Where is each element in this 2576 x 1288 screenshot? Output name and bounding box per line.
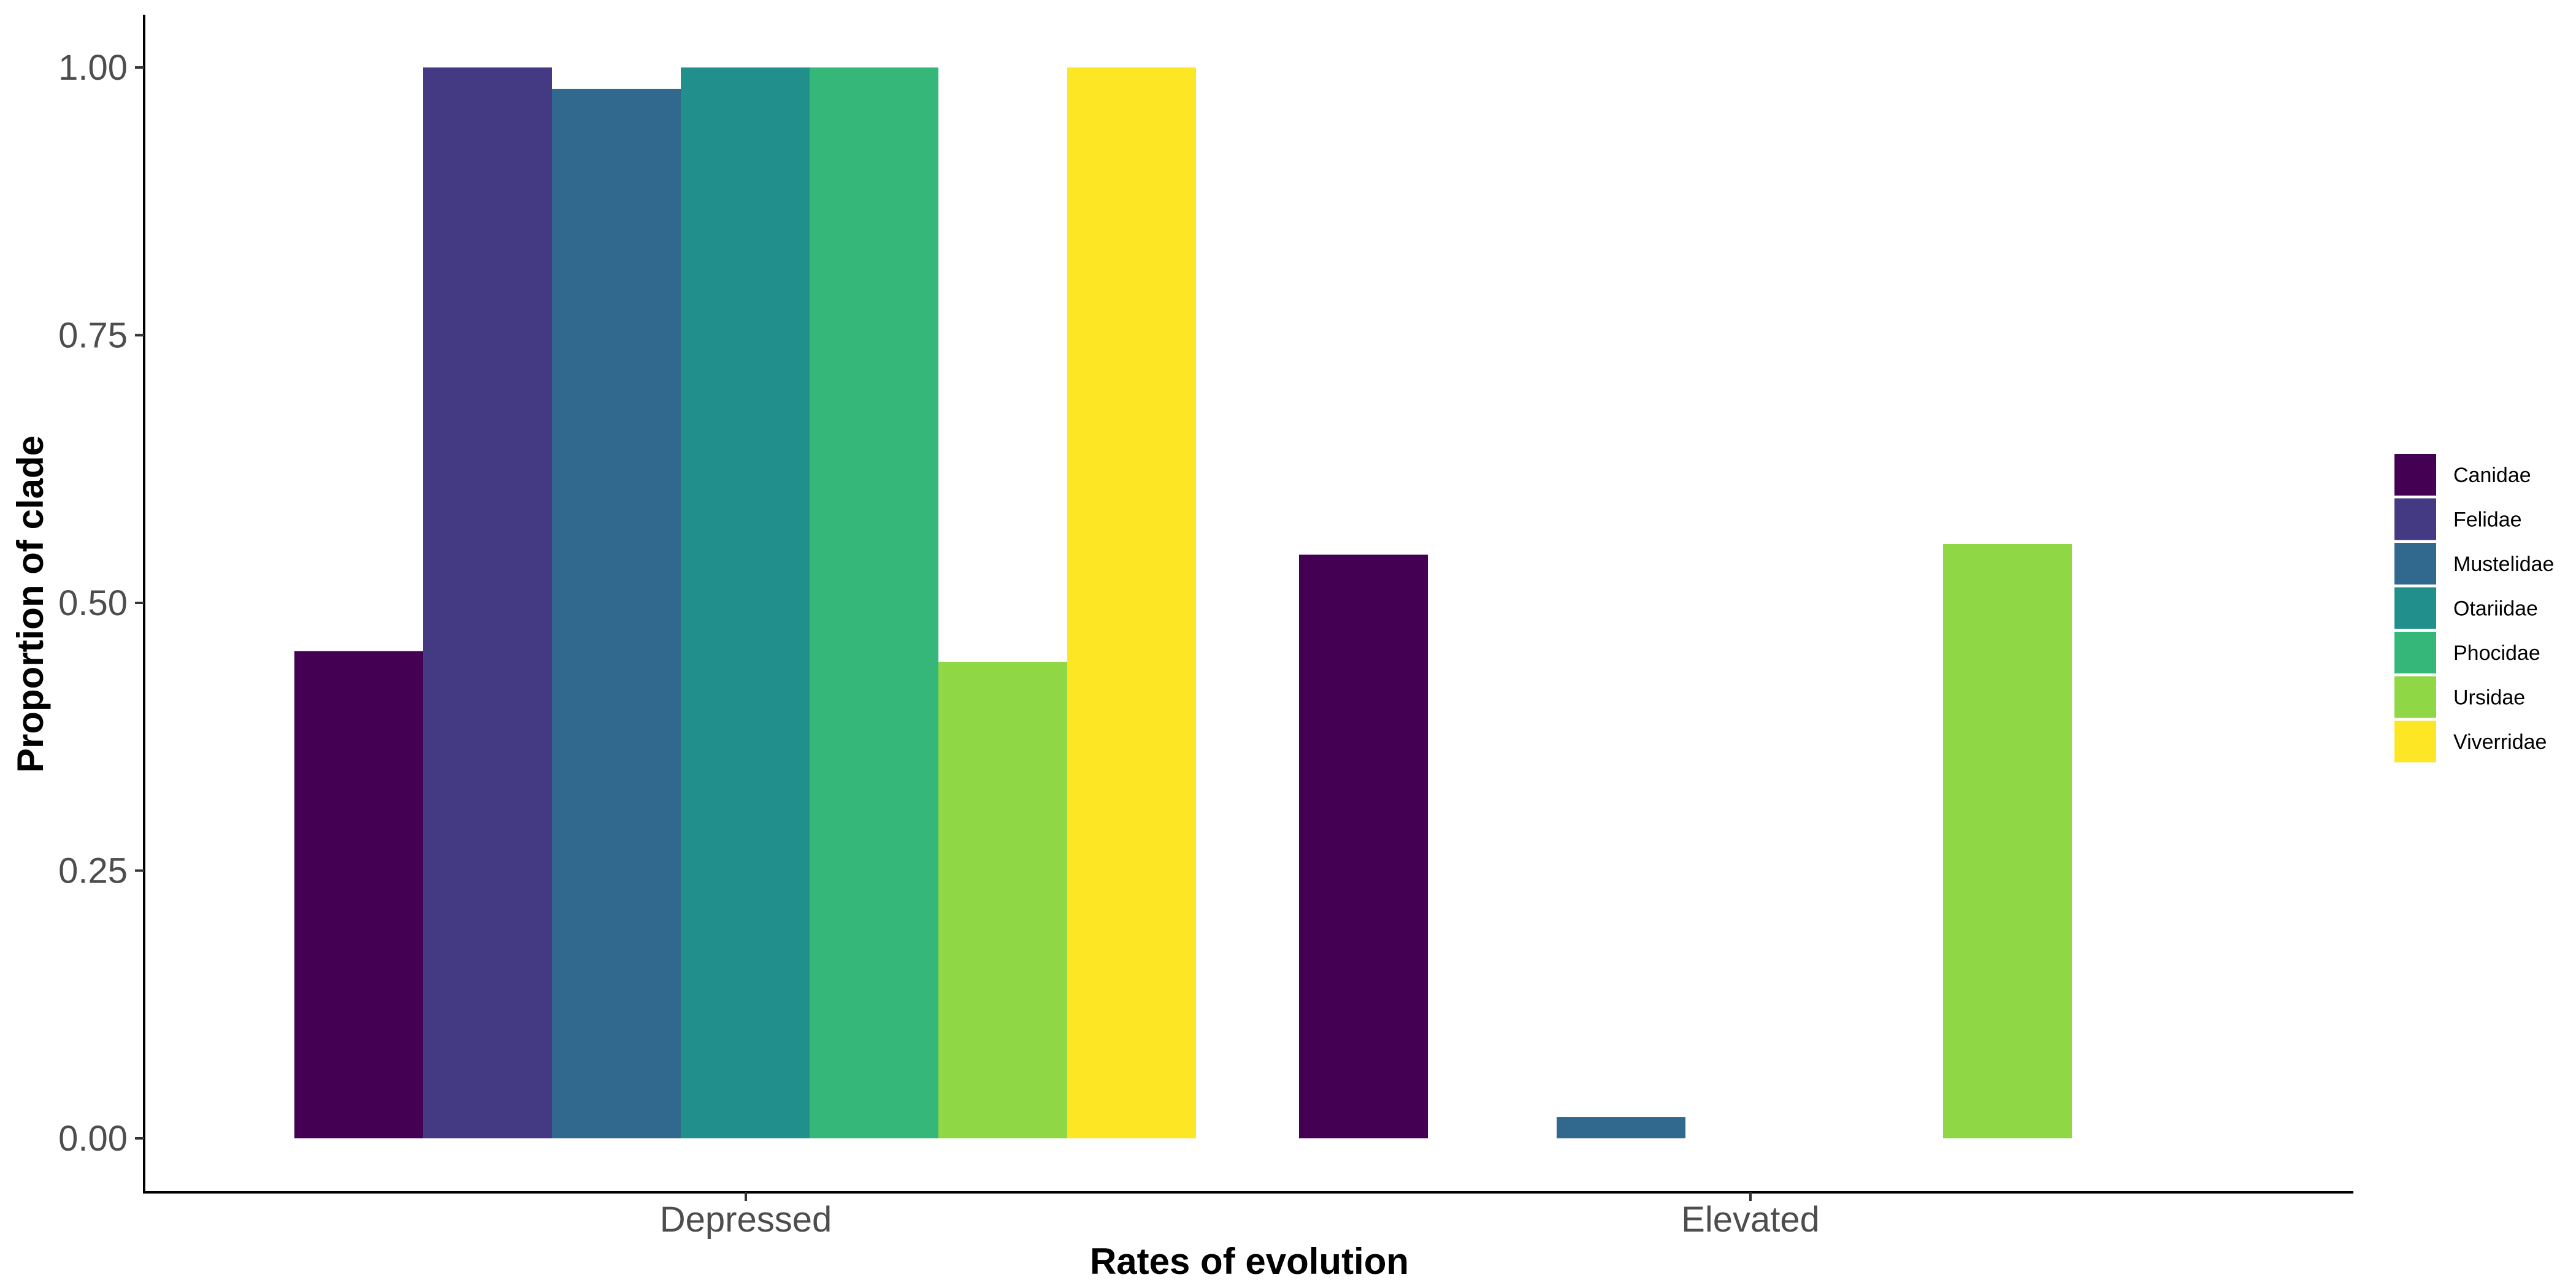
- legend-label-ursidae: Ursidae: [2453, 686, 2525, 710]
- bar-ursidae-elevated: [1943, 543, 2072, 1138]
- legend-key-viverridae: [2394, 721, 2436, 762]
- bar-mustelidae-elevated: [1557, 1117, 1685, 1138]
- legend: Canidae Felidae Mustelidae Otariidae Phocida…: [2394, 454, 2554, 762]
- bar-mustelidae-depressed: [552, 88, 681, 1138]
- bar-phocidae-depressed: [810, 67, 938, 1138]
- x-ticks: Depressed Elevated: [660, 1192, 1820, 1240]
- bar-otariidae-depressed: [681, 67, 810, 1138]
- y-tick-label: 0.50: [58, 583, 128, 623]
- legend-key-ursidae: [2394, 676, 2436, 718]
- bar-ursidae-depressed: [938, 662, 1067, 1138]
- bar-canidae-depressed: [294, 651, 423, 1138]
- legend-label-canidae: Canidae: [2453, 464, 2531, 487]
- y-tick-label: 0.00: [58, 1119, 128, 1159]
- y-ticks: 0.00 0.25 0.50 0.75 1.00: [58, 48, 144, 1159]
- legend-label-phocidae: Phocidae: [2453, 642, 2540, 665]
- bar-felidae-depressed: [423, 67, 552, 1138]
- y-tick-label: 1.00: [58, 48, 128, 88]
- legend-key-phocidae: [2394, 632, 2436, 673]
- x-axis-title: Rates of evolution: [1090, 1241, 1409, 1282]
- x-tick-label: Depressed: [660, 1200, 832, 1240]
- bar-viverridae-depressed: [1067, 67, 1196, 1138]
- legend-label-viverridae: Viverridae: [2453, 730, 2547, 754]
- bar-canidae-elevated: [1299, 554, 1428, 1138]
- legend-key-canidae: [2394, 454, 2436, 496]
- y-tick-label: 0.25: [58, 851, 128, 891]
- legend-label-otariidae: Otariidae: [2453, 597, 2538, 621]
- legend-key-felidae: [2394, 498, 2436, 540]
- legend-key-mustelidae: [2394, 543, 2436, 585]
- legend-key-otariidae: [2394, 587, 2436, 629]
- y-axis-title: Proportion of clade: [10, 435, 51, 773]
- y-tick-label: 0.75: [58, 316, 128, 356]
- legend-label-mustelidae: Mustelidae: [2453, 553, 2554, 576]
- legend-label-felidae: Felidae: [2453, 508, 2522, 532]
- x-tick-label: Elevated: [1681, 1200, 1820, 1240]
- bars-layer: [294, 67, 2072, 1138]
